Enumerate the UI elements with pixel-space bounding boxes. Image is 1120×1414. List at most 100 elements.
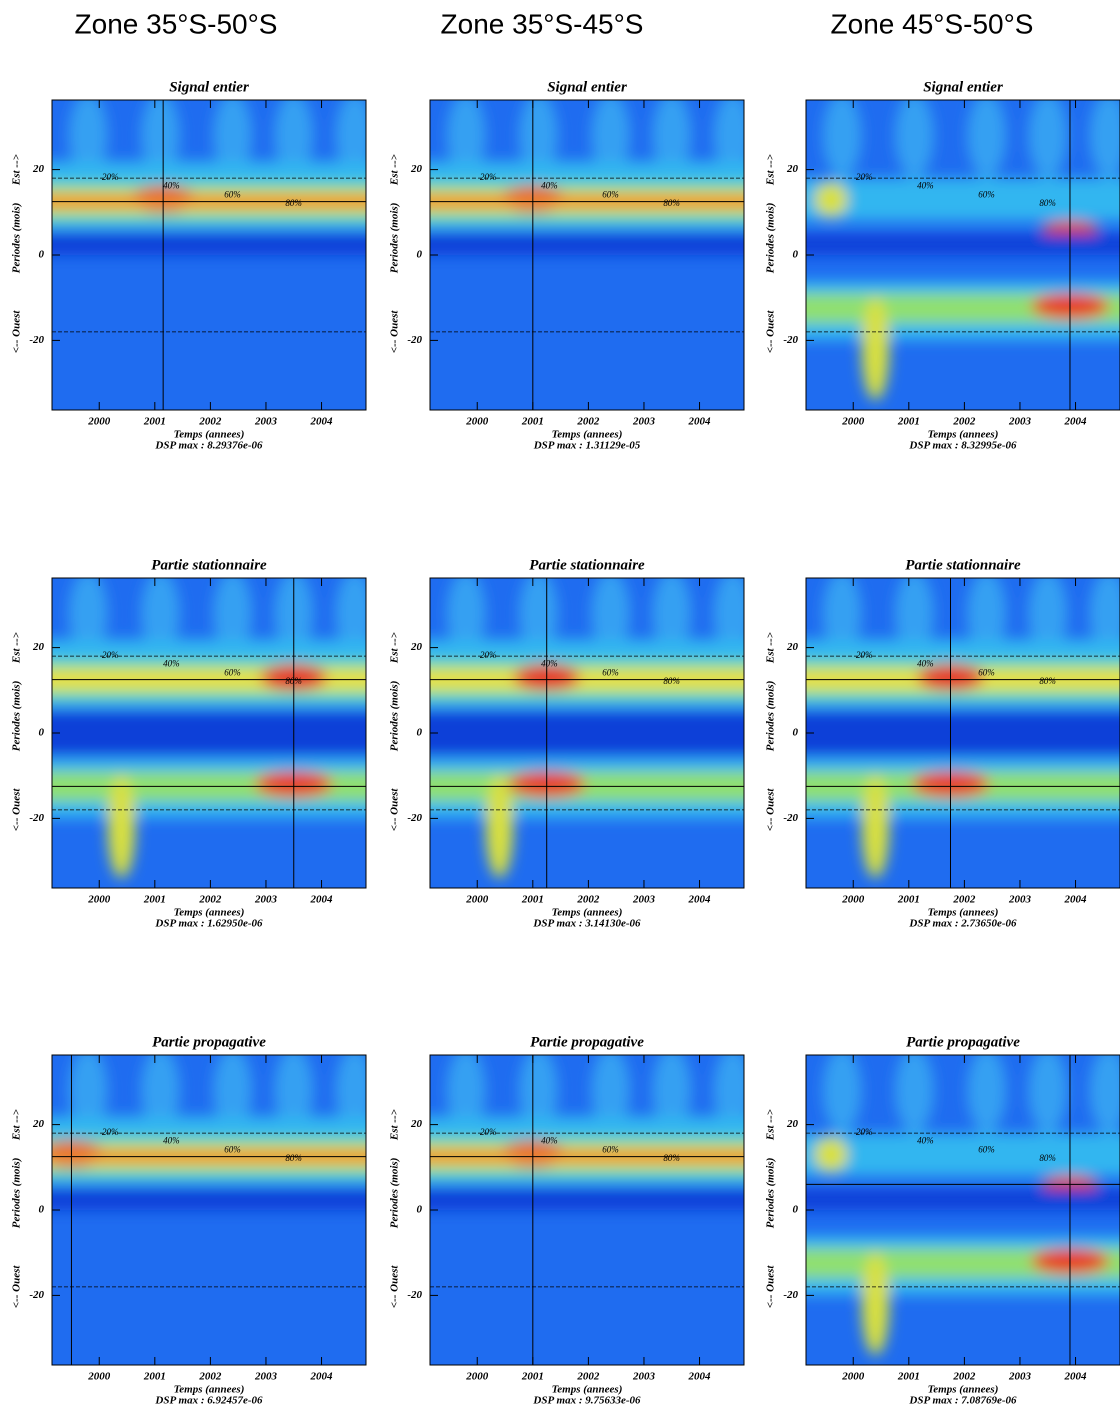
field-band xyxy=(52,233,366,255)
y-tick-label: -20 xyxy=(29,334,44,346)
field-blob xyxy=(140,578,180,657)
x-tick-label: 2000 xyxy=(87,894,111,906)
contour-field xyxy=(52,578,366,888)
field-blob xyxy=(967,578,1007,657)
y-axis-label: <-- Ouest xyxy=(11,788,23,832)
field-blob xyxy=(1089,578,1120,657)
contour-field xyxy=(430,100,744,410)
field-band xyxy=(806,1188,1120,1210)
y-tick-label: 20 xyxy=(32,1118,45,1130)
field-band xyxy=(430,733,744,755)
field-blob xyxy=(591,100,631,179)
x-tick-label: 2000 xyxy=(465,894,489,906)
x-tick-label: 2002 xyxy=(576,1371,600,1383)
x-tick-label: 2001 xyxy=(897,1371,920,1383)
contour-label: 80% xyxy=(285,676,302,686)
field-blob xyxy=(140,1055,180,1134)
y-tick-label: -20 xyxy=(29,812,44,824)
field-blob xyxy=(967,1055,1007,1134)
contour-label: 80% xyxy=(1039,198,1056,208)
field-blob xyxy=(822,1055,862,1134)
y-tick-label: 20 xyxy=(786,163,799,175)
field-blob xyxy=(485,775,514,879)
x-tick-label: 2003 xyxy=(254,416,278,428)
dsp-max: DSP max : 9.75633e-06 xyxy=(532,1395,641,1407)
contour-label: 40% xyxy=(163,181,180,191)
x-axis-label: Temps (annees) xyxy=(928,429,999,441)
field-blob xyxy=(894,578,934,657)
y-axis-label: <-- Ouest xyxy=(11,1265,23,1309)
y-tick-label: 0 xyxy=(39,1204,45,1216)
x-axis-label: Temps (annees) xyxy=(552,907,623,919)
field-blob xyxy=(652,100,692,179)
x-tick-label: 2003 xyxy=(1008,416,1032,428)
y-tick-label: 20 xyxy=(410,163,423,175)
x-tick-label: 2000 xyxy=(465,1371,489,1383)
x-tick-label: 2003 xyxy=(254,894,278,906)
field-blob xyxy=(518,100,558,179)
x-tick-label: 2001 xyxy=(143,894,166,906)
dsp-max: DSP max : 8.32995e-06 xyxy=(908,440,1017,452)
x-tick-label: 2003 xyxy=(632,1371,656,1383)
contour-label: 20% xyxy=(102,650,119,660)
field-blob xyxy=(894,100,934,179)
contour-field xyxy=(430,1055,744,1365)
y-tick-label: 0 xyxy=(417,727,423,739)
x-tick-label: 2004 xyxy=(310,416,334,428)
y-tick-label: 20 xyxy=(32,163,45,175)
field-blob xyxy=(1028,1055,1068,1134)
dsp-max: DSP max : 1.31129e-05 xyxy=(533,440,641,452)
contour-label: 60% xyxy=(978,189,995,199)
field-blob xyxy=(652,1055,692,1134)
dsp-max: DSP max : 3.14130e-06 xyxy=(532,918,641,930)
field-blob xyxy=(213,1055,253,1134)
y-axis-label: Est --> xyxy=(765,154,777,186)
field-blobs xyxy=(806,578,1120,879)
y-axis-label: Periodes (mois) xyxy=(11,1158,23,1229)
x-tick-label: 2003 xyxy=(632,894,656,906)
x-tick-label: 2000 xyxy=(841,416,865,428)
y-tick-label: -20 xyxy=(407,812,422,824)
y-tick-label: 20 xyxy=(32,641,45,653)
x-axis-label: Temps (annees) xyxy=(174,907,245,919)
field-band xyxy=(430,1188,744,1210)
contour-field xyxy=(806,100,1120,410)
x-tick-label: 2003 xyxy=(1008,1371,1032,1383)
y-axis-label: <-- Ouest xyxy=(389,310,401,354)
contour-label: 60% xyxy=(602,667,619,677)
x-tick-label: 2002 xyxy=(576,894,600,906)
field-blob xyxy=(814,182,848,217)
contour-label: 60% xyxy=(978,667,995,677)
contour-label: 60% xyxy=(602,189,619,199)
contour-label: 20% xyxy=(102,1127,119,1137)
x-tick-label: 2004 xyxy=(688,1371,712,1383)
x-tick-label: 2004 xyxy=(1064,416,1088,428)
x-tick-label: 2004 xyxy=(1064,894,1088,906)
field-blob xyxy=(591,578,631,657)
contour-label: 80% xyxy=(663,1153,680,1163)
field-blobs xyxy=(806,1055,1120,1356)
field-blob xyxy=(518,578,558,657)
x-tick-label: 2001 xyxy=(521,894,544,906)
field-blob xyxy=(591,1055,631,1134)
field-blob xyxy=(1089,1055,1120,1134)
contour-label: 60% xyxy=(224,1144,241,1154)
x-tick-label: 2002 xyxy=(198,1371,222,1383)
y-tick-label: 0 xyxy=(793,1204,799,1216)
dsp-max: DSP max : 2.73650e-06 xyxy=(908,918,1017,930)
y-tick-label: 20 xyxy=(786,641,799,653)
contour-label: 20% xyxy=(480,172,497,182)
y-tick-label: -20 xyxy=(407,334,422,346)
x-axis-label: Temps (annees) xyxy=(552,429,623,441)
x-tick-label: 2004 xyxy=(310,894,334,906)
contour-field xyxy=(430,578,744,888)
field-blob xyxy=(68,100,108,179)
y-tick-label: 0 xyxy=(417,249,423,261)
field-blob xyxy=(213,100,253,179)
contour-label: 80% xyxy=(285,1153,302,1163)
field-blob xyxy=(814,1137,848,1172)
column-title: Zone 35°S-45°S xyxy=(441,8,644,39)
y-axis-label: Periodes (mois) xyxy=(765,203,777,274)
